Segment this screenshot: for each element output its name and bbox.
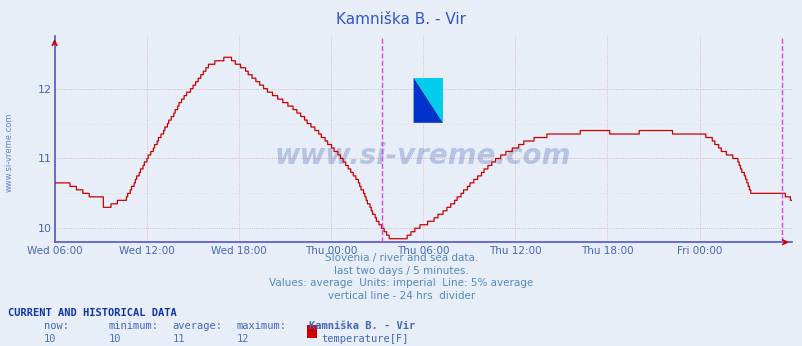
Text: Kamniška B. - Vir: Kamniška B. - Vir	[309, 321, 415, 331]
Text: CURRENT AND HISTORICAL DATA: CURRENT AND HISTORICAL DATA	[8, 308, 176, 318]
Text: minimum:: minimum:	[108, 321, 158, 331]
Text: 12: 12	[237, 334, 249, 344]
Text: Kamniška B. - Vir: Kamniška B. - Vir	[336, 12, 466, 27]
Text: last two days / 5 minutes.: last two days / 5 minutes.	[334, 266, 468, 276]
Polygon shape	[413, 78, 443, 123]
Text: 10: 10	[108, 334, 121, 344]
Text: now:: now:	[44, 321, 69, 331]
Text: 10: 10	[44, 334, 57, 344]
Text: Values: average  Units: imperial  Line: 5% average: Values: average Units: imperial Line: 5%…	[269, 278, 533, 288]
Text: maximum:: maximum:	[237, 321, 286, 331]
Text: vertical line - 24 hrs  divider: vertical line - 24 hrs divider	[327, 291, 475, 301]
Text: temperature[F]: temperature[F]	[321, 334, 408, 344]
Text: Slovenia / river and sea data.: Slovenia / river and sea data.	[325, 253, 477, 263]
Text: average:: average:	[172, 321, 222, 331]
Polygon shape	[413, 78, 443, 123]
Bar	[413, 78, 443, 123]
Text: 11: 11	[172, 334, 185, 344]
Text: www.si-vreme.com: www.si-vreme.com	[5, 112, 14, 192]
Text: www.si-vreme.com: www.si-vreme.com	[274, 142, 571, 170]
